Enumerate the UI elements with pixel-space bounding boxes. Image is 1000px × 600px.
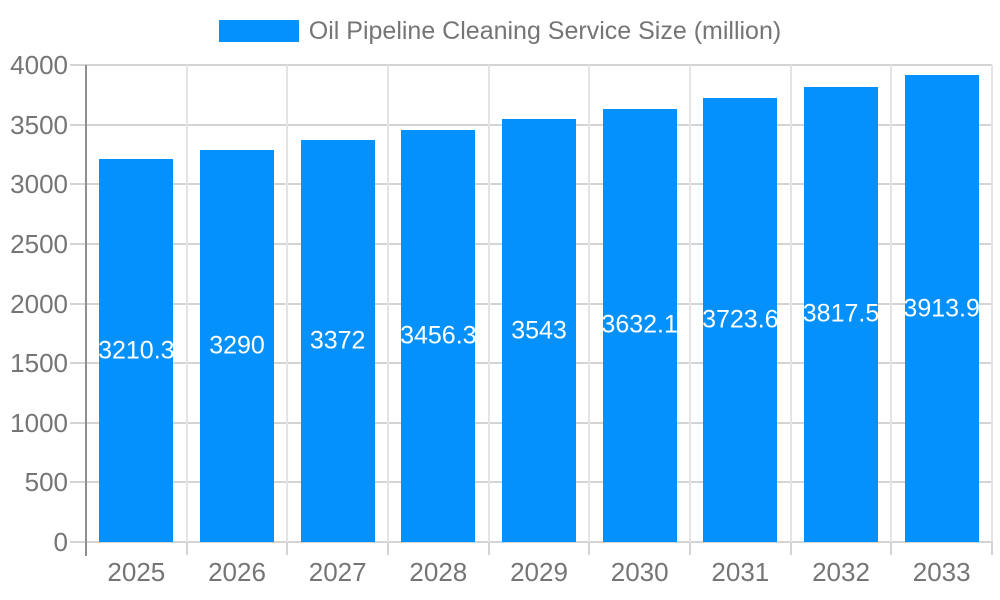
x-axis-tick xyxy=(487,542,490,555)
bar-2030[interactable] xyxy=(602,108,677,542)
x-axis-tick xyxy=(185,542,188,555)
bar-value-label: 3913.9 xyxy=(903,294,980,323)
x-axis-tick-label: 2027 xyxy=(308,557,367,587)
bar-2025[interactable] xyxy=(99,159,174,542)
x-axis-tick xyxy=(588,542,591,555)
gridline-vertical xyxy=(185,65,188,542)
x-axis-tick-label: 2026 xyxy=(208,557,266,587)
y-axis-tick-label: 2000 xyxy=(10,288,68,319)
y-axis-tick-label: 3000 xyxy=(10,169,68,200)
gridline-vertical xyxy=(487,65,490,542)
bar-2028[interactable] xyxy=(401,129,476,542)
bar-value-label: 3210.3 xyxy=(98,336,175,365)
x-axis-tick-label: 2030 xyxy=(610,557,669,587)
x-axis-tick xyxy=(387,542,389,555)
gridline-horizontal xyxy=(70,64,992,66)
gridline-horizontal xyxy=(70,541,992,543)
bar-value-label: 3543 xyxy=(511,316,567,345)
legend-swatch xyxy=(218,20,299,42)
gridline-vertical xyxy=(789,65,792,542)
x-axis-tick xyxy=(890,542,893,555)
gridline-vertical xyxy=(588,65,591,542)
x-axis-tick-label: 2031 xyxy=(711,557,770,587)
gridline-vertical xyxy=(387,65,389,542)
bar-2027[interactable] xyxy=(300,139,375,542)
gridline-vertical xyxy=(991,65,993,542)
bar-value-label: 3456.3 xyxy=(400,321,477,350)
y-axis-tick-label: 1000 xyxy=(10,407,68,438)
bar-2033[interactable] xyxy=(904,75,979,542)
bar-value-label: 3632.1 xyxy=(601,310,678,339)
x-axis-tick-label: 2029 xyxy=(510,557,568,587)
gridline-vertical xyxy=(286,65,289,542)
bar-2031[interactable] xyxy=(703,97,778,542)
y-axis-tick-label: 4000 xyxy=(10,50,68,80)
y-axis-line xyxy=(85,65,87,556)
legend-label: Oil Pipeline Cleaning Service Size (mill… xyxy=(308,16,782,45)
bar-value-label: 3817.5 xyxy=(802,299,880,328)
x-axis-tick xyxy=(286,542,289,555)
x-axis-tick-label: 2033 xyxy=(912,557,971,587)
bar-2029[interactable] xyxy=(502,119,576,542)
y-axis-tick-label: 0 xyxy=(53,527,68,557)
y-axis-tick-label: 500 xyxy=(24,467,68,498)
y-axis-tick-label: 1500 xyxy=(10,348,68,379)
bar-2032[interactable] xyxy=(804,86,878,542)
bar-value-label: 3723.6 xyxy=(702,305,779,334)
bar-value-label: 3290 xyxy=(209,331,265,360)
x-axis-tick-label: 2028 xyxy=(409,557,468,587)
gridline-vertical xyxy=(689,65,691,542)
legend: Oil Pipeline Cleaning Service Size (mill… xyxy=(0,10,1000,52)
x-axis-tick-label: 2025 xyxy=(107,557,166,587)
bar-value-label: 3372 xyxy=(309,326,366,355)
bar-2026[interactable] xyxy=(200,149,274,542)
gridline-vertical xyxy=(890,65,893,542)
x-axis-tick xyxy=(991,542,993,555)
y-axis-tick-label: 3500 xyxy=(10,109,68,140)
x-axis-tick xyxy=(689,542,691,555)
x-axis-tick-label: 2032 xyxy=(812,557,870,587)
y-axis-tick-label: 2500 xyxy=(10,228,68,259)
x-axis-tick xyxy=(789,542,792,555)
